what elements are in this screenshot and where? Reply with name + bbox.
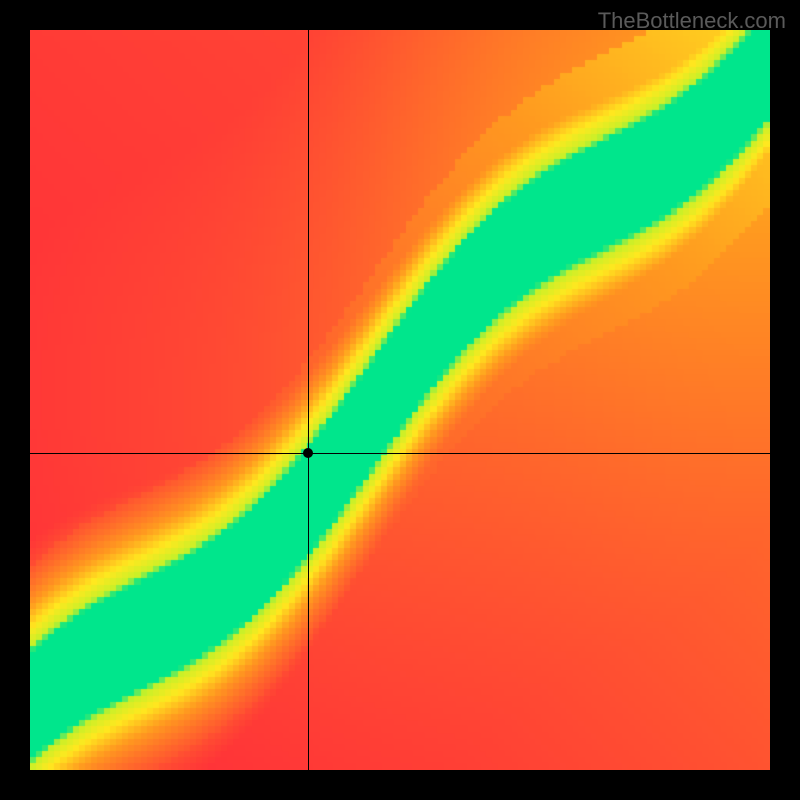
heatmap-canvas (30, 30, 770, 770)
crosshair-horizontal (30, 453, 770, 454)
crosshair-marker (303, 448, 313, 458)
plot-area (30, 30, 770, 770)
chart-container: TheBottleneck.com (0, 0, 800, 800)
crosshair-vertical (308, 30, 309, 770)
watermark-text: TheBottleneck.com (598, 8, 786, 34)
